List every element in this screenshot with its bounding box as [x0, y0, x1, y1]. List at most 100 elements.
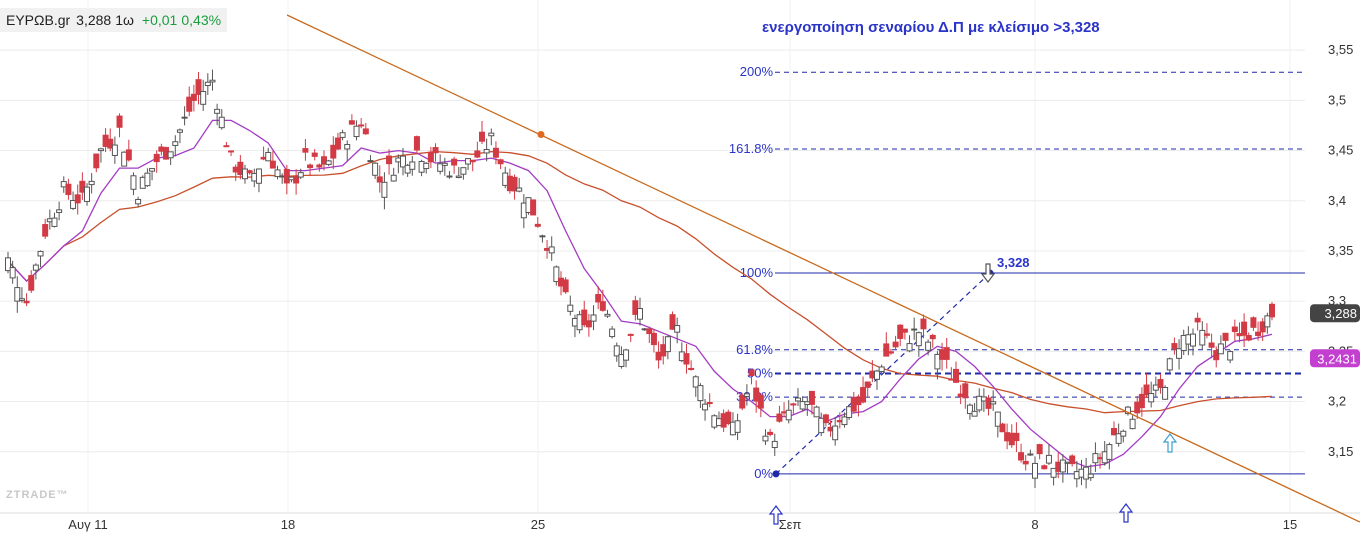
candle-body — [427, 151, 434, 163]
candle-body — [734, 420, 741, 433]
candle-body — [474, 150, 481, 158]
candle-body — [325, 160, 332, 165]
candle-body — [562, 279, 569, 293]
symbol-header[interactable]: ΕΥΡΩΒ.gr 3,288 1ω +0,01 0,43% — [0, 8, 228, 32]
candle-body — [832, 425, 839, 441]
candle-body — [28, 275, 35, 291]
candle-body — [1255, 331, 1262, 336]
candle-body — [423, 162, 430, 170]
candle-body — [966, 404, 973, 415]
candle-body — [455, 175, 462, 178]
candle-body — [293, 175, 300, 184]
candle-body — [1087, 473, 1094, 479]
candle-body — [255, 168, 262, 184]
candle-body — [283, 168, 290, 184]
candle-body — [795, 397, 801, 402]
candle-body — [74, 194, 81, 204]
candle-body — [200, 91, 207, 105]
candle-body — [97, 148, 104, 152]
candle-body — [153, 153, 160, 163]
candle-body — [841, 416, 848, 426]
candle-body — [539, 235, 546, 238]
arrow-up-marker — [768, 505, 784, 525]
candle-body — [400, 155, 406, 168]
candle-body — [237, 161, 244, 176]
candle-body — [878, 366, 885, 372]
candle-body — [18, 298, 25, 301]
candle-body — [242, 168, 248, 180]
candle-body — [683, 353, 690, 365]
x-tick-label: Σεπ — [779, 517, 802, 532]
fib-target-label: 3,328 — [997, 255, 1030, 270]
candle-body — [953, 368, 959, 383]
candle-body — [1111, 428, 1117, 436]
candle-body — [130, 175, 137, 190]
moving-averages — [7, 119, 1273, 468]
ma-value-tag-bg — [1310, 349, 1360, 368]
candle-body — [14, 287, 21, 302]
candle-body — [818, 417, 825, 434]
candle-body — [799, 401, 806, 410]
fib-level-label: 200% — [740, 64, 774, 79]
candle-body — [511, 176, 518, 192]
candle-body — [771, 440, 778, 449]
symbol-name: ΕΥΡΩΒ.gr — [6, 12, 71, 28]
candle-body — [692, 376, 699, 388]
candle-body — [901, 328, 908, 333]
x-tick-label: 25 — [531, 517, 545, 532]
candle-body — [42, 224, 49, 237]
candle-body — [1241, 321, 1248, 336]
candle-body — [135, 198, 142, 205]
candle-body — [1171, 343, 1178, 349]
candle-body — [1208, 342, 1215, 348]
candle-body — [228, 150, 235, 153]
candle-body — [920, 318, 927, 330]
candle-body — [204, 81, 211, 87]
candle-body — [739, 394, 746, 409]
candle-body — [674, 325, 681, 333]
candle-body — [362, 128, 369, 135]
watermark-logo: ZTRADE™ — [6, 489, 69, 501]
candle-body — [107, 138, 114, 149]
candle-body — [534, 223, 541, 227]
candle-body — [214, 108, 221, 114]
fib-projection-line — [775, 272, 991, 475]
candle-body — [646, 328, 653, 335]
candle-body — [5, 257, 11, 272]
candle-body — [613, 345, 620, 357]
candle-body — [446, 175, 453, 178]
last-price-tag: 3,288 — [1324, 306, 1357, 321]
candle-body — [93, 153, 100, 169]
y-tick-label: 3,45 — [1328, 143, 1353, 158]
candle-body — [585, 320, 592, 328]
y-axis: 3,553,53,453,43,353,33,253,23,15 — [1328, 42, 1353, 459]
candle-body — [1115, 433, 1122, 444]
candle-body — [1231, 326, 1238, 333]
candle-body — [167, 151, 174, 159]
candle-body — [790, 403, 797, 406]
candle-body — [688, 367, 695, 371]
candle-body — [51, 217, 58, 227]
x-axis: Αυγ 11 18 25 Σεπ 8 15 — [68, 517, 1297, 532]
candle-body — [1245, 335, 1252, 341]
candle-body — [144, 172, 151, 187]
candle-body — [627, 333, 634, 336]
candle-body — [70, 199, 77, 209]
candle-body — [330, 144, 337, 159]
candle-body — [860, 387, 867, 403]
candle-body — [1069, 455, 1076, 465]
candle-body — [929, 334, 936, 340]
candle-body — [218, 116, 225, 129]
x-tick-label: 15 — [1283, 517, 1297, 532]
ma-value-tag: 3,2431 — [1317, 351, 1357, 366]
candle-body — [906, 343, 913, 352]
candle-body — [1045, 454, 1052, 464]
candle-body — [483, 149, 490, 154]
candle-body — [762, 435, 769, 442]
candle-body — [334, 137, 341, 150]
candle-body — [339, 132, 346, 138]
candle-body — [706, 402, 713, 405]
candle-body — [381, 181, 388, 198]
candle-body — [116, 115, 123, 128]
